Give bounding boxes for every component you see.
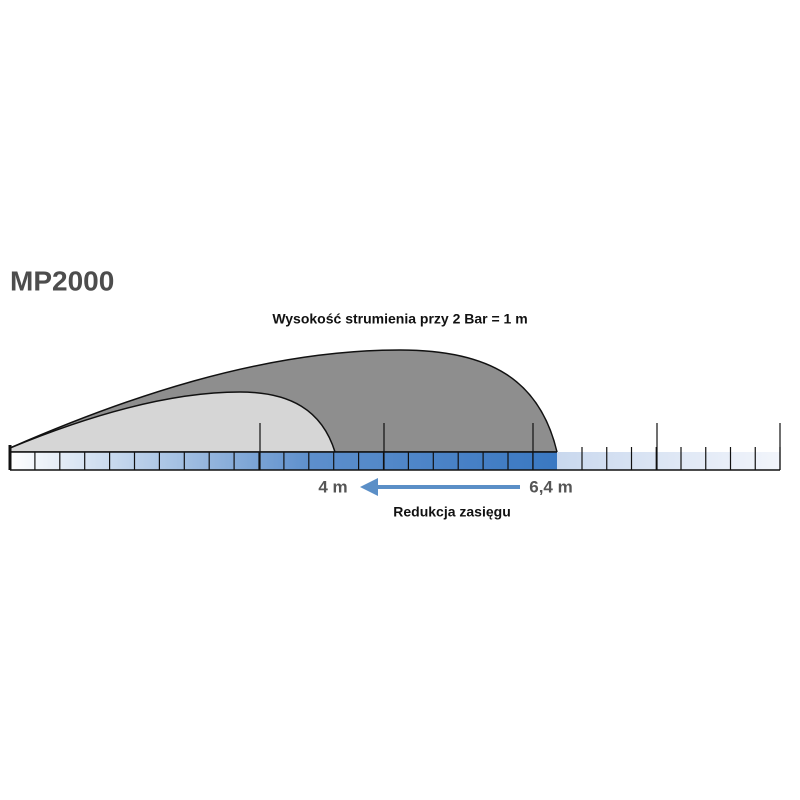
arrow-head xyxy=(360,478,378,496)
long-range-label: 6,4 m xyxy=(529,477,572,496)
short-spray xyxy=(9,391,337,453)
subtitle: Wysokość strumienia przy 2 Bar = 1 m xyxy=(272,311,527,327)
ruler-ticks xyxy=(8,423,781,470)
extra-band xyxy=(557,452,780,470)
title: MP2000 xyxy=(10,265,114,296)
short-range-label: 4 m xyxy=(318,477,347,496)
caption: Redukcja zasięgu xyxy=(393,504,511,520)
